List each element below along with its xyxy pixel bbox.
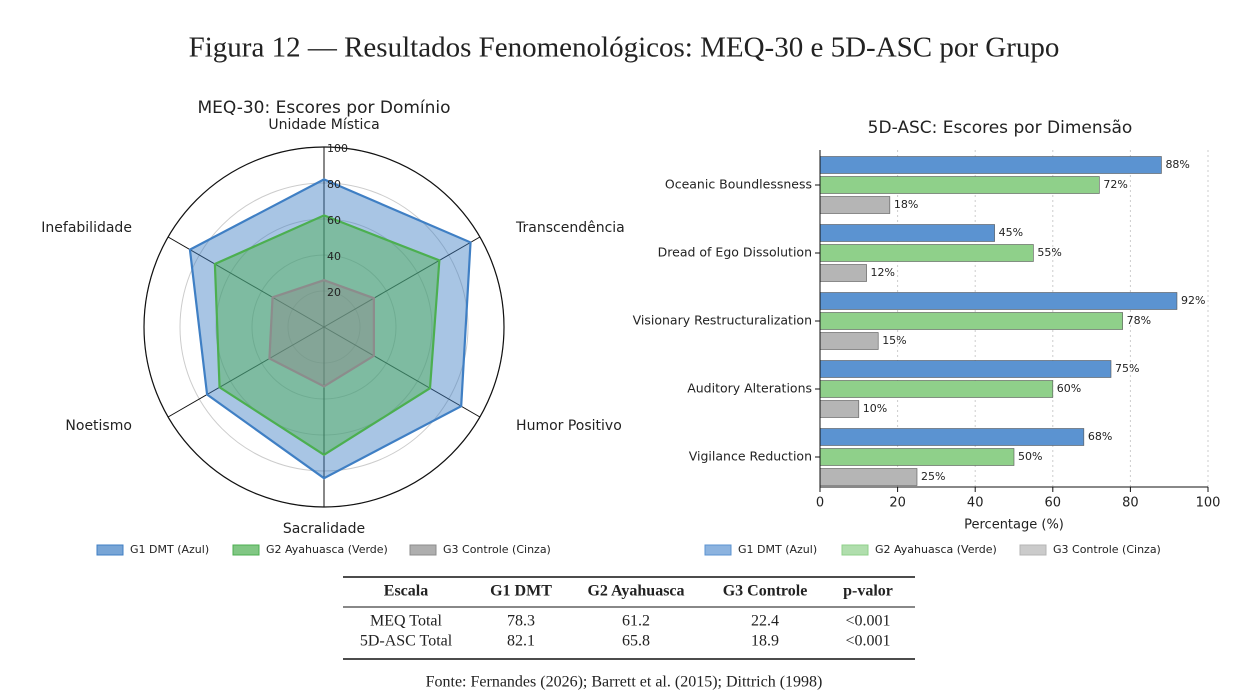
table-header: G1 DMT [490, 583, 552, 600]
table-header: G2 Ayahuasca [587, 583, 684, 600]
x-tick-label: 40 [967, 496, 984, 511]
bar [819, 244, 1034, 262]
table-cell: 82.1 [507, 633, 535, 650]
bar [819, 468, 918, 486]
legend-label: G1 DMT (Azul) [738, 543, 817, 556]
value-label: 88% [1165, 158, 1189, 171]
bar [819, 292, 1178, 310]
r-tick-label: 80 [327, 178, 341, 191]
x-tick-label: 80 [1122, 496, 1139, 511]
axis-label: Inefabilidade [41, 220, 132, 236]
value-label: 45% [999, 226, 1023, 239]
axis-label: Humor Positivo [516, 418, 622, 434]
table-cell: MEQ Total [370, 613, 442, 630]
bar [819, 448, 1015, 466]
legend-swatch [704, 544, 732, 556]
r-tick-label: 100 [327, 142, 348, 155]
radar-area [213, 214, 441, 457]
table-header: Escala [384, 583, 428, 600]
bar [819, 400, 860, 418]
x-axis-label: Percentage (%) [964, 518, 1064, 533]
bar [819, 264, 867, 282]
value-label: 25% [921, 470, 945, 483]
bar [819, 156, 1162, 174]
value-label: 68% [1088, 430, 1112, 443]
y-tick-label: Oceanic Boundlessness [665, 177, 812, 192]
legend-label: G2 Ayahuasca (Verde) [266, 543, 388, 556]
spoke [167, 326, 325, 418]
axis-label: Noetismo [65, 418, 132, 434]
legend-label: G3 Controle (Cinza) [443, 543, 551, 556]
bar [819, 176, 1100, 194]
table-cell: 78.3 [507, 613, 535, 630]
r-tick-label: 40 [327, 250, 341, 263]
value-label: 50% [1018, 450, 1042, 463]
legend-swatch [1019, 544, 1047, 556]
value-label: 12% [871, 266, 895, 279]
table-header: p-valor [843, 583, 893, 600]
spoke [167, 236, 325, 328]
spoke [323, 236, 481, 328]
axis-label: Unidade Mística [268, 117, 379, 133]
value-label: 75% [1115, 362, 1139, 375]
x-tick-label: 0 [816, 496, 824, 511]
r-tick-label: 60 [327, 214, 341, 227]
table-cell: 5D-ASC Total [360, 633, 453, 650]
bar [819, 428, 1085, 446]
table-cell: 18.9 [751, 633, 779, 650]
legend-label: G2 Ayahuasca (Verde) [875, 543, 997, 556]
table-cell: 22.4 [751, 613, 779, 630]
value-label: 60% [1057, 382, 1081, 395]
legend-label: G1 DMT (Azul) [130, 543, 209, 556]
value-label: 92% [1181, 294, 1205, 307]
value-label: 72% [1103, 178, 1127, 191]
value-label: 10% [863, 402, 887, 415]
r-tick-label: 20 [327, 286, 341, 299]
y-tick-label: Vigilance Reduction [689, 449, 812, 464]
legend-swatch [96, 544, 124, 556]
bar [819, 196, 891, 214]
value-label: 55% [1037, 246, 1061, 259]
legend-swatch [841, 544, 869, 556]
table-cell: <0.001 [845, 613, 890, 630]
table-cell: 61.2 [622, 613, 650, 630]
legend-label: G3 Controle (Cinza) [1053, 543, 1161, 556]
radar-area [188, 178, 472, 480]
axis-label: Transcendência [515, 220, 625, 236]
figure-title: Figura 12 — Resultados Fenomenológicos: … [189, 32, 1060, 64]
x-tick-label: 20 [889, 496, 906, 511]
value-label: 15% [882, 334, 906, 347]
y-tick-label: Visionary Restructuralization [633, 313, 812, 328]
axis-label: Sacralidade [283, 521, 365, 537]
table-cell: 65.8 [622, 633, 650, 650]
table-cell: <0.001 [845, 633, 890, 650]
value-label: 18% [894, 198, 918, 211]
table-header: G3 Controle [723, 583, 808, 600]
bar-title: 5D-ASC: Escores por Dimensão [868, 118, 1133, 138]
x-tick-label: 100 [1196, 496, 1221, 511]
spoke [323, 326, 481, 418]
legend-swatch [409, 544, 437, 556]
bar [819, 332, 879, 350]
value-label: 78% [1127, 314, 1151, 327]
bar [819, 312, 1123, 330]
source: Fonte: Fernandes (2026); Barrett et al. … [426, 674, 823, 691]
y-tick-label: Dread of Ego Dissolution [658, 245, 812, 260]
legend-swatch [232, 544, 260, 556]
radar-title: MEQ-30: Escores por Domínio [197, 98, 450, 118]
y-tick-label: Auditory Alterations [687, 381, 812, 396]
bar [819, 224, 995, 242]
bar [819, 360, 1112, 378]
x-tick-label: 60 [1045, 496, 1062, 511]
bar [819, 380, 1054, 398]
radar-area [268, 279, 375, 388]
